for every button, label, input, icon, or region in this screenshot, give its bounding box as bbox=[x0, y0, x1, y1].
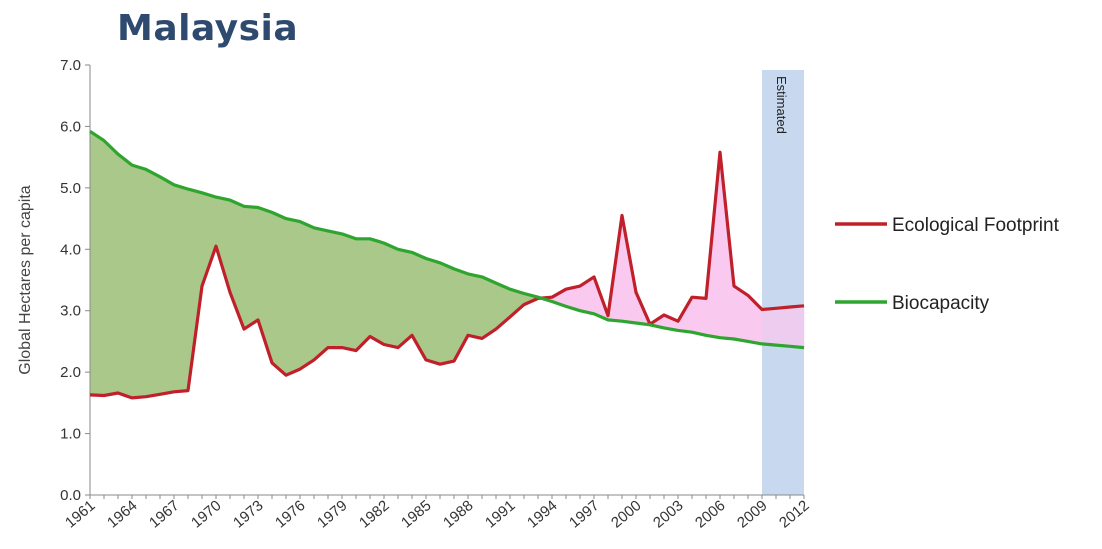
reserve-fill bbox=[425, 258, 441, 365]
x-tick-label: 2003 bbox=[650, 497, 686, 531]
y-tick-label: 0.0 bbox=[60, 487, 81, 504]
reserve-fill bbox=[383, 242, 399, 348]
y-tick-label: 1.0 bbox=[60, 426, 81, 443]
reserve-fill bbox=[89, 130, 105, 396]
reserve-fill bbox=[145, 168, 161, 398]
reserve-fill bbox=[341, 233, 357, 352]
y-tick-label: 7.0 bbox=[60, 57, 81, 74]
estimated-label: Estimated bbox=[774, 76, 789, 134]
legend-label: Biocapacity bbox=[892, 293, 990, 314]
series-lines-layer bbox=[89, 129, 805, 400]
deficit-fill bbox=[691, 296, 707, 336]
reserve-fill bbox=[355, 238, 371, 352]
x-tick-label: 2009 bbox=[734, 497, 770, 531]
deficit-fill bbox=[789, 305, 805, 348]
reserve-fill bbox=[467, 273, 483, 339]
deficit-fill bbox=[775, 306, 791, 347]
x-tick-label: 1970 bbox=[188, 497, 224, 531]
y-tick-label: 3.0 bbox=[60, 303, 81, 320]
legend-label: Ecological Footprint bbox=[892, 215, 1060, 236]
reserve-fill bbox=[327, 230, 343, 348]
x-tick-label: 2006 bbox=[692, 497, 728, 531]
reserve-fill bbox=[131, 164, 147, 399]
x-tick-label: 2000 bbox=[608, 497, 644, 531]
reserve-fill bbox=[285, 218, 301, 376]
ecological-footprint-line bbox=[89, 150, 805, 400]
estimated-region-layer bbox=[762, 70, 804, 495]
biocapacity-line bbox=[89, 129, 805, 350]
x-tick-label: 1985 bbox=[398, 497, 434, 531]
estimated-region bbox=[762, 70, 804, 495]
y-tick-label: 2.0 bbox=[60, 364, 81, 381]
x-tick-label: 2012 bbox=[776, 497, 812, 531]
x-tick-label: 1994 bbox=[524, 497, 560, 531]
x-tick-label: 1976 bbox=[272, 497, 308, 531]
reserve-fill bbox=[411, 251, 427, 361]
axes-layer bbox=[85, 64, 805, 499]
x-tick-label: 1988 bbox=[440, 497, 476, 531]
reserve-fill bbox=[243, 205, 259, 330]
x-tick-label: 1973 bbox=[230, 497, 266, 531]
y-tick-label: 4.0 bbox=[60, 241, 81, 258]
reserve-fill bbox=[439, 262, 455, 365]
reserve-fill bbox=[299, 221, 315, 370]
x-tick-label: 1967 bbox=[146, 497, 182, 531]
reserve-fill bbox=[103, 139, 119, 396]
reserve-fill bbox=[173, 184, 189, 393]
reserve-fill bbox=[159, 176, 175, 395]
reserve-fill bbox=[117, 153, 133, 399]
legend-layer: Ecological Footprint Biocapacity bbox=[835, 215, 1060, 314]
deficit-fill bbox=[761, 307, 777, 346]
y-axis-label: Global Hectares per capita bbox=[17, 185, 34, 375]
reserve-fill bbox=[397, 248, 413, 349]
reserve-fill bbox=[215, 196, 231, 293]
reserve-fill bbox=[271, 211, 287, 376]
y-tick-label: 5.0 bbox=[60, 180, 81, 197]
chart-title: Malaysia bbox=[117, 8, 299, 49]
y-tick-label: 6.0 bbox=[60, 118, 81, 135]
x-tick-label: 1997 bbox=[566, 497, 602, 531]
x-tick-label: 1964 bbox=[104, 497, 140, 531]
reserve-fill bbox=[201, 192, 217, 287]
reserve-fill bbox=[369, 238, 385, 346]
x-tick-label: 1979 bbox=[314, 497, 350, 531]
x-tick-label: 1991 bbox=[482, 497, 518, 531]
reserve-fill bbox=[313, 227, 329, 361]
x-tick-label: 1982 bbox=[356, 497, 392, 531]
